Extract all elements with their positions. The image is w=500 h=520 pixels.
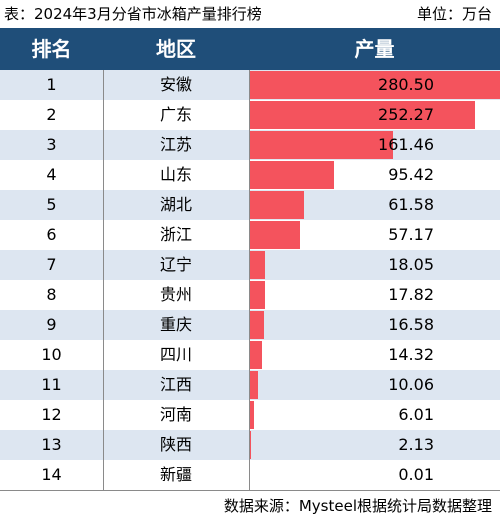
header-rank: 排名 xyxy=(31,37,72,61)
value-label: 280.50 xyxy=(378,75,434,94)
region-cell: 山东 xyxy=(159,165,192,184)
table-row: 11 江西 10.06 xyxy=(0,370,500,400)
table-bottom-border xyxy=(0,490,500,491)
table-row: 5 湖北 61.58 xyxy=(0,190,500,220)
region-cell: 新疆 xyxy=(159,465,192,484)
table-row: 10 四川 14.32 xyxy=(0,340,500,370)
value-label: 10.06 xyxy=(388,375,434,394)
table-row: 6 浙江 57.17 xyxy=(0,220,500,250)
value-bar xyxy=(249,341,262,369)
value-bar xyxy=(249,401,255,429)
table-row: 9 重庆 16.58 xyxy=(0,310,500,340)
region-cell: 四川 xyxy=(159,345,192,364)
value-label: 252.27 xyxy=(378,105,434,124)
region-cell: 湖北 xyxy=(159,195,192,214)
rank-cell: 6 xyxy=(46,225,57,244)
table-row: 12 河南 6.01 xyxy=(0,400,500,430)
value-label: 17.82 xyxy=(388,285,434,304)
table-row: 8 贵州 17.82 xyxy=(0,280,500,310)
header-value: 产量 xyxy=(354,37,395,61)
table-row: 4 山东 95.42 xyxy=(0,160,500,190)
rank-cell: 10 xyxy=(41,345,62,364)
value-bar xyxy=(249,161,335,189)
value-label: 161.46 xyxy=(378,135,434,154)
value-label: 95.42 xyxy=(388,165,434,184)
unit-label: 单位：万台 xyxy=(416,5,492,23)
region-cell: 浙江 xyxy=(159,225,192,244)
rank-cell: 5 xyxy=(46,195,57,214)
value-label: 6.01 xyxy=(398,405,434,424)
column-divider xyxy=(103,70,104,490)
rank-cell: 1 xyxy=(46,75,57,94)
value-bar xyxy=(249,191,305,219)
region-cell: 重庆 xyxy=(159,315,192,334)
value-label: 0.01 xyxy=(398,465,434,484)
value-label: 16.58 xyxy=(388,315,434,334)
rank-cell: 2 xyxy=(46,105,57,124)
value-label: 14.32 xyxy=(388,345,434,364)
rank-cell: 9 xyxy=(46,315,57,334)
source-note: 数据来源：Mysteel根据统计局数据整理 xyxy=(223,497,492,515)
region-cell: 河南 xyxy=(159,405,192,424)
table-row: 13 陕西 2.13 xyxy=(0,430,500,460)
value-bar xyxy=(249,71,500,99)
value-bar xyxy=(249,311,264,339)
value-bar xyxy=(249,281,265,309)
region-cell: 陕西 xyxy=(159,435,192,454)
rank-cell: 14 xyxy=(41,465,62,484)
column-divider xyxy=(249,70,250,490)
region-cell: 江苏 xyxy=(159,135,192,154)
value-bar xyxy=(249,371,258,399)
rank-cell: 11 xyxy=(41,375,62,394)
value-bar xyxy=(249,131,394,159)
table-row: 3 江苏 161.46 xyxy=(0,130,500,160)
rank-cell: 7 xyxy=(46,255,57,274)
table-row: 7 辽宁 18.05 xyxy=(0,250,500,280)
table-row: 2 广东 252.27 xyxy=(0,100,500,130)
rank-cell: 13 xyxy=(41,435,62,454)
rank-cell: 12 xyxy=(41,405,62,424)
table-row: 14 新疆 0.01 xyxy=(0,460,500,490)
region-cell: 贵州 xyxy=(159,285,192,304)
rank-cell: 8 xyxy=(46,285,57,304)
value-label: 57.17 xyxy=(388,225,434,244)
region-cell: 广东 xyxy=(159,105,192,124)
value-bar xyxy=(249,101,475,129)
rank-cell: 3 xyxy=(46,135,57,154)
value-label: 18.05 xyxy=(388,255,434,274)
rank-cell: 4 xyxy=(46,165,57,184)
table-title: 表：2024年3月分省市冰箱产量排行榜 xyxy=(4,5,262,23)
region-cell: 安徽 xyxy=(159,75,192,94)
region-cell: 江西 xyxy=(159,375,192,394)
table-row: 1 安徽 280.50 xyxy=(0,70,500,100)
value-bar xyxy=(249,221,301,249)
header-region: 地区 xyxy=(156,37,196,61)
value-label: 2.13 xyxy=(398,435,434,454)
value-bar xyxy=(249,251,266,279)
region-cell: 辽宁 xyxy=(159,255,192,274)
table-header: 排名 地区 产量 xyxy=(0,28,500,70)
value-label: 61.58 xyxy=(388,195,434,214)
